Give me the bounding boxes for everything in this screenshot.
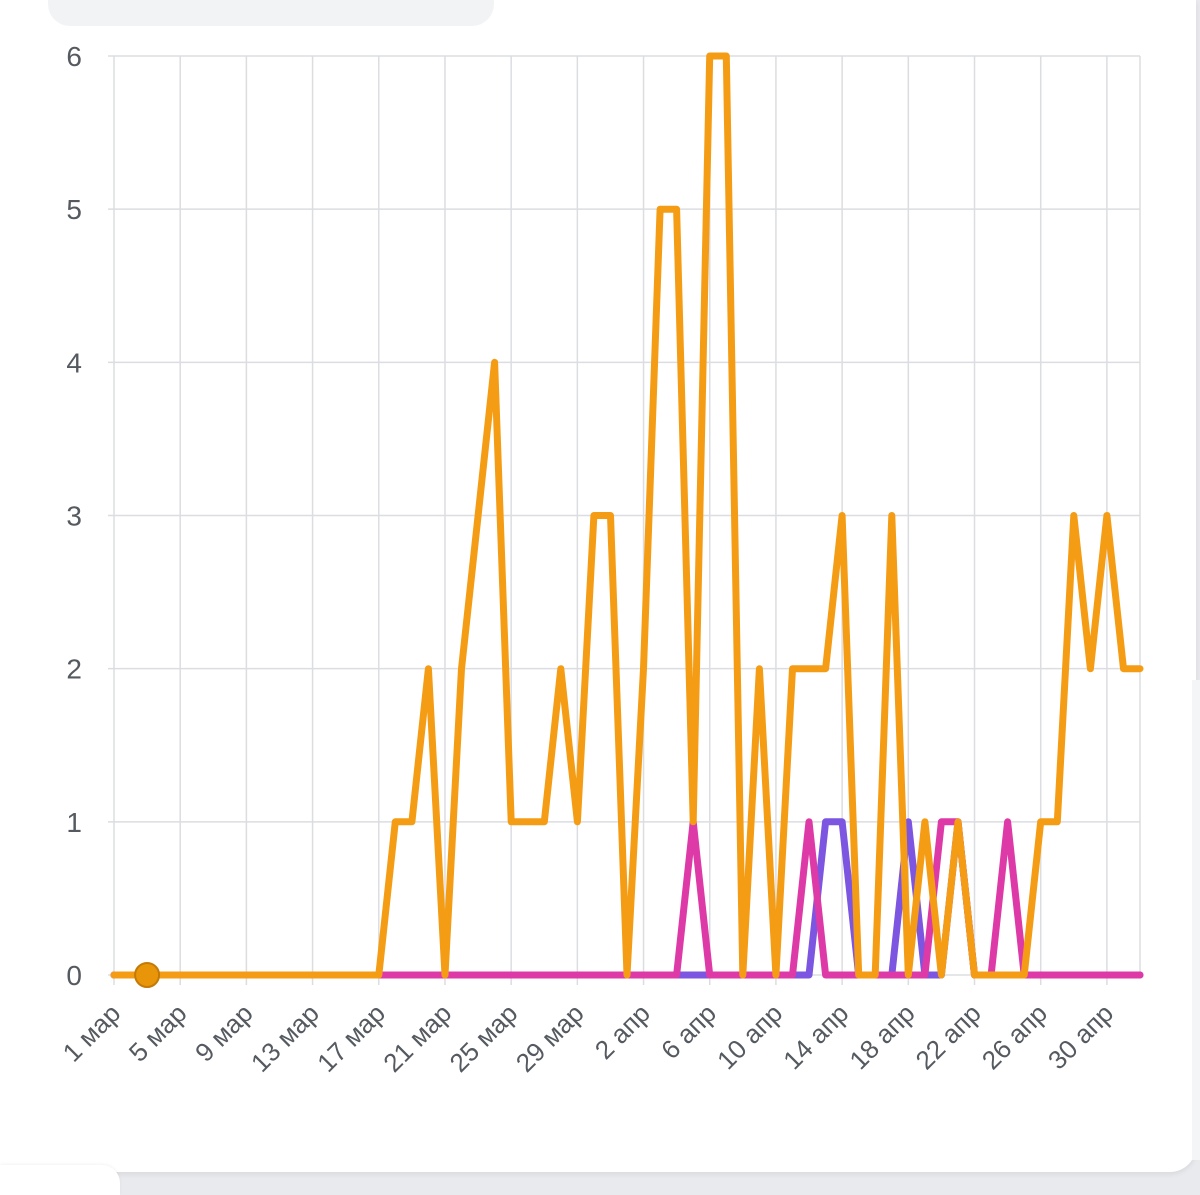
x-tick-label: 29 мар [510,998,590,1078]
y-tick-label: 6 [66,41,82,72]
x-tick-label: 21 мар [377,998,457,1078]
x-tick-label: 30 апр [1042,998,1119,1075]
y-axis: 0 1 2 3 4 5 6 [66,41,82,991]
x-tick-label: 1 мар [57,998,127,1068]
y-tick-label: 4 [66,347,82,378]
x-tick-label: 2 апр [589,998,656,1065]
x-tick-label: 14 апр [777,998,854,1075]
x-tick-label: 22 апр [910,998,987,1075]
x-tick-label: 10 апр [711,998,788,1075]
x-tick-label: 25 мар [444,998,524,1078]
y-tick-label: 3 [66,501,82,532]
y-tick-label: 5 [66,194,82,225]
hover-point-marker[interactable] [134,962,161,988]
tab-header[interactable] [48,0,494,26]
y-tick-label: 0 [66,960,82,991]
x-tick-label: 5 мар [123,998,193,1068]
panel-edge [1192,680,1200,1160]
series-line-2 [110,52,1144,979]
chart-markers [134,962,161,988]
y-tick-label: 1 [66,807,82,838]
chart-grid [108,55,1141,985]
x-tick-label: 26 апр [976,998,1053,1075]
x-tick-label: 13 мар [245,998,325,1078]
x-tick-label: 18 апр [843,998,920,1075]
x-tick-label: 17 мар [311,998,391,1078]
y-tick-label: 2 [66,654,82,685]
chart-series [110,52,1144,979]
